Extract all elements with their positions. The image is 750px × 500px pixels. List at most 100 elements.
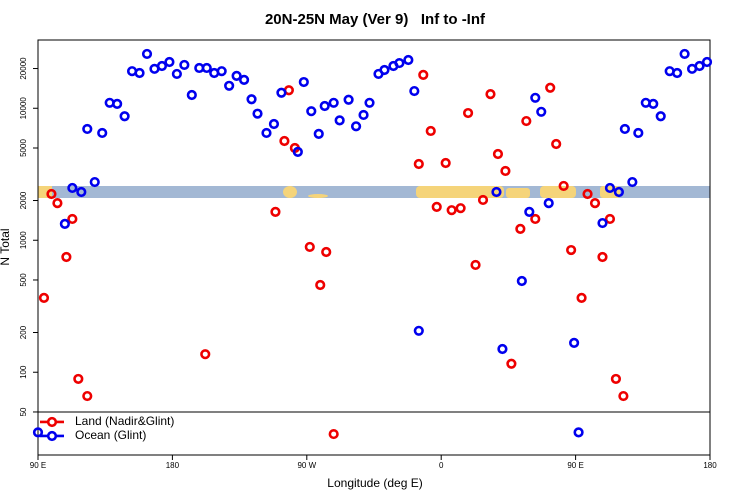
point: [186, 89, 197, 101]
point: [485, 89, 496, 100]
point: [462, 107, 474, 119]
point: [618, 390, 629, 402]
series: [38, 69, 629, 440]
point: [491, 186, 502, 198]
legend-label: Land (Nadir&Glint): [75, 414, 174, 428]
point: [515, 223, 526, 234]
point: [597, 217, 608, 229]
point: [679, 48, 690, 60]
point: [46, 188, 57, 200]
x-tick-label: 180: [703, 461, 717, 470]
point: [343, 94, 354, 105]
y-tick-label: 100: [19, 365, 28, 379]
point: [569, 337, 580, 348]
point: [558, 180, 569, 192]
x-tick-label: 90 E: [30, 461, 46, 470]
point: [276, 87, 287, 98]
point: [446, 205, 457, 216]
plot-frame: [37, 39, 711, 456]
point: [418, 69, 429, 80]
y-tick-label: 2000: [19, 191, 28, 209]
point: [551, 138, 562, 150]
chart-title: 20N-25N May (Ver 9) Inf to -Inf: [265, 11, 486, 28]
x-tick-label: 90 E: [567, 461, 583, 470]
legend-marker: [46, 416, 58, 428]
point: [319, 100, 330, 112]
point: [82, 123, 93, 135]
y-axis-label: N Total: [0, 228, 12, 265]
point: [582, 188, 593, 200]
point: [38, 292, 50, 303]
point: [573, 427, 584, 438]
y-tick-label: 20000: [19, 57, 28, 80]
point: [67, 213, 78, 225]
point: [306, 106, 317, 117]
point: [358, 109, 369, 121]
point: [201, 62, 212, 74]
legend-marker: [46, 430, 58, 442]
point: [403, 54, 414, 66]
point: [379, 64, 390, 76]
legend: Land (Nadir&Glint)Ocean (Glint): [40, 414, 174, 442]
point: [321, 246, 332, 258]
map-land: [416, 186, 504, 198]
point: [655, 111, 666, 122]
point: [589, 198, 601, 209]
y-tick-label: 5000: [19, 139, 28, 157]
point: [279, 135, 290, 147]
point: [425, 125, 436, 137]
point: [536, 106, 547, 117]
point: [292, 146, 303, 158]
point: [694, 60, 705, 72]
point: [252, 108, 263, 119]
point: [477, 194, 489, 206]
point: [328, 428, 339, 440]
point: [334, 115, 345, 126]
point: [112, 98, 123, 109]
y-tick-label: 50: [19, 407, 28, 416]
point: [604, 213, 616, 225]
point: [627, 176, 638, 188]
point: [545, 82, 556, 93]
y-tick-label: 200: [19, 325, 28, 339]
point: [543, 198, 554, 209]
point: [52, 198, 63, 209]
point: [566, 244, 577, 256]
point: [200, 349, 211, 360]
point: [164, 56, 175, 68]
point: [67, 182, 78, 194]
point: [238, 74, 250, 86]
point: [156, 60, 168, 72]
map-land: [540, 186, 576, 198]
point: [97, 127, 108, 139]
point: [672, 67, 683, 79]
point: [270, 206, 281, 217]
point: [530, 92, 541, 103]
point: [497, 343, 508, 355]
point: [524, 206, 535, 217]
point: [268, 118, 280, 130]
x-axis-label: Longitude (deg E): [327, 476, 422, 490]
point: [231, 70, 242, 81]
point: [73, 373, 84, 385]
point: [413, 325, 424, 336]
point: [470, 259, 481, 271]
x-tick-label: 180: [166, 461, 180, 470]
y-tick-label: 1000: [19, 231, 28, 249]
point: [134, 67, 145, 79]
point: [516, 275, 527, 287]
point: [89, 176, 100, 188]
point: [613, 186, 625, 198]
point: [506, 358, 517, 369]
point: [619, 123, 630, 135]
point: [313, 128, 324, 139]
point: [141, 48, 153, 60]
map-land: [283, 186, 297, 198]
point: [298, 76, 309, 88]
point: [394, 57, 405, 69]
point: [179, 59, 190, 71]
point: [315, 279, 326, 291]
point: [633, 127, 644, 139]
map-land: [308, 194, 328, 198]
